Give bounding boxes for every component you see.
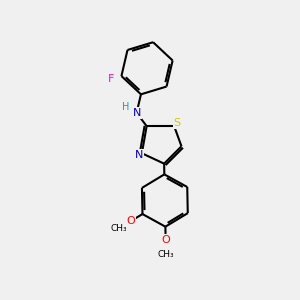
- Text: N: N: [135, 150, 143, 160]
- Text: F: F: [108, 74, 115, 84]
- Text: S: S: [174, 118, 181, 128]
- Text: CH₃: CH₃: [110, 224, 127, 233]
- Text: CH₃: CH₃: [158, 250, 174, 260]
- Text: O: O: [161, 235, 170, 245]
- Text: O: O: [127, 216, 135, 226]
- Text: H: H: [122, 103, 129, 112]
- Text: N: N: [132, 108, 141, 118]
